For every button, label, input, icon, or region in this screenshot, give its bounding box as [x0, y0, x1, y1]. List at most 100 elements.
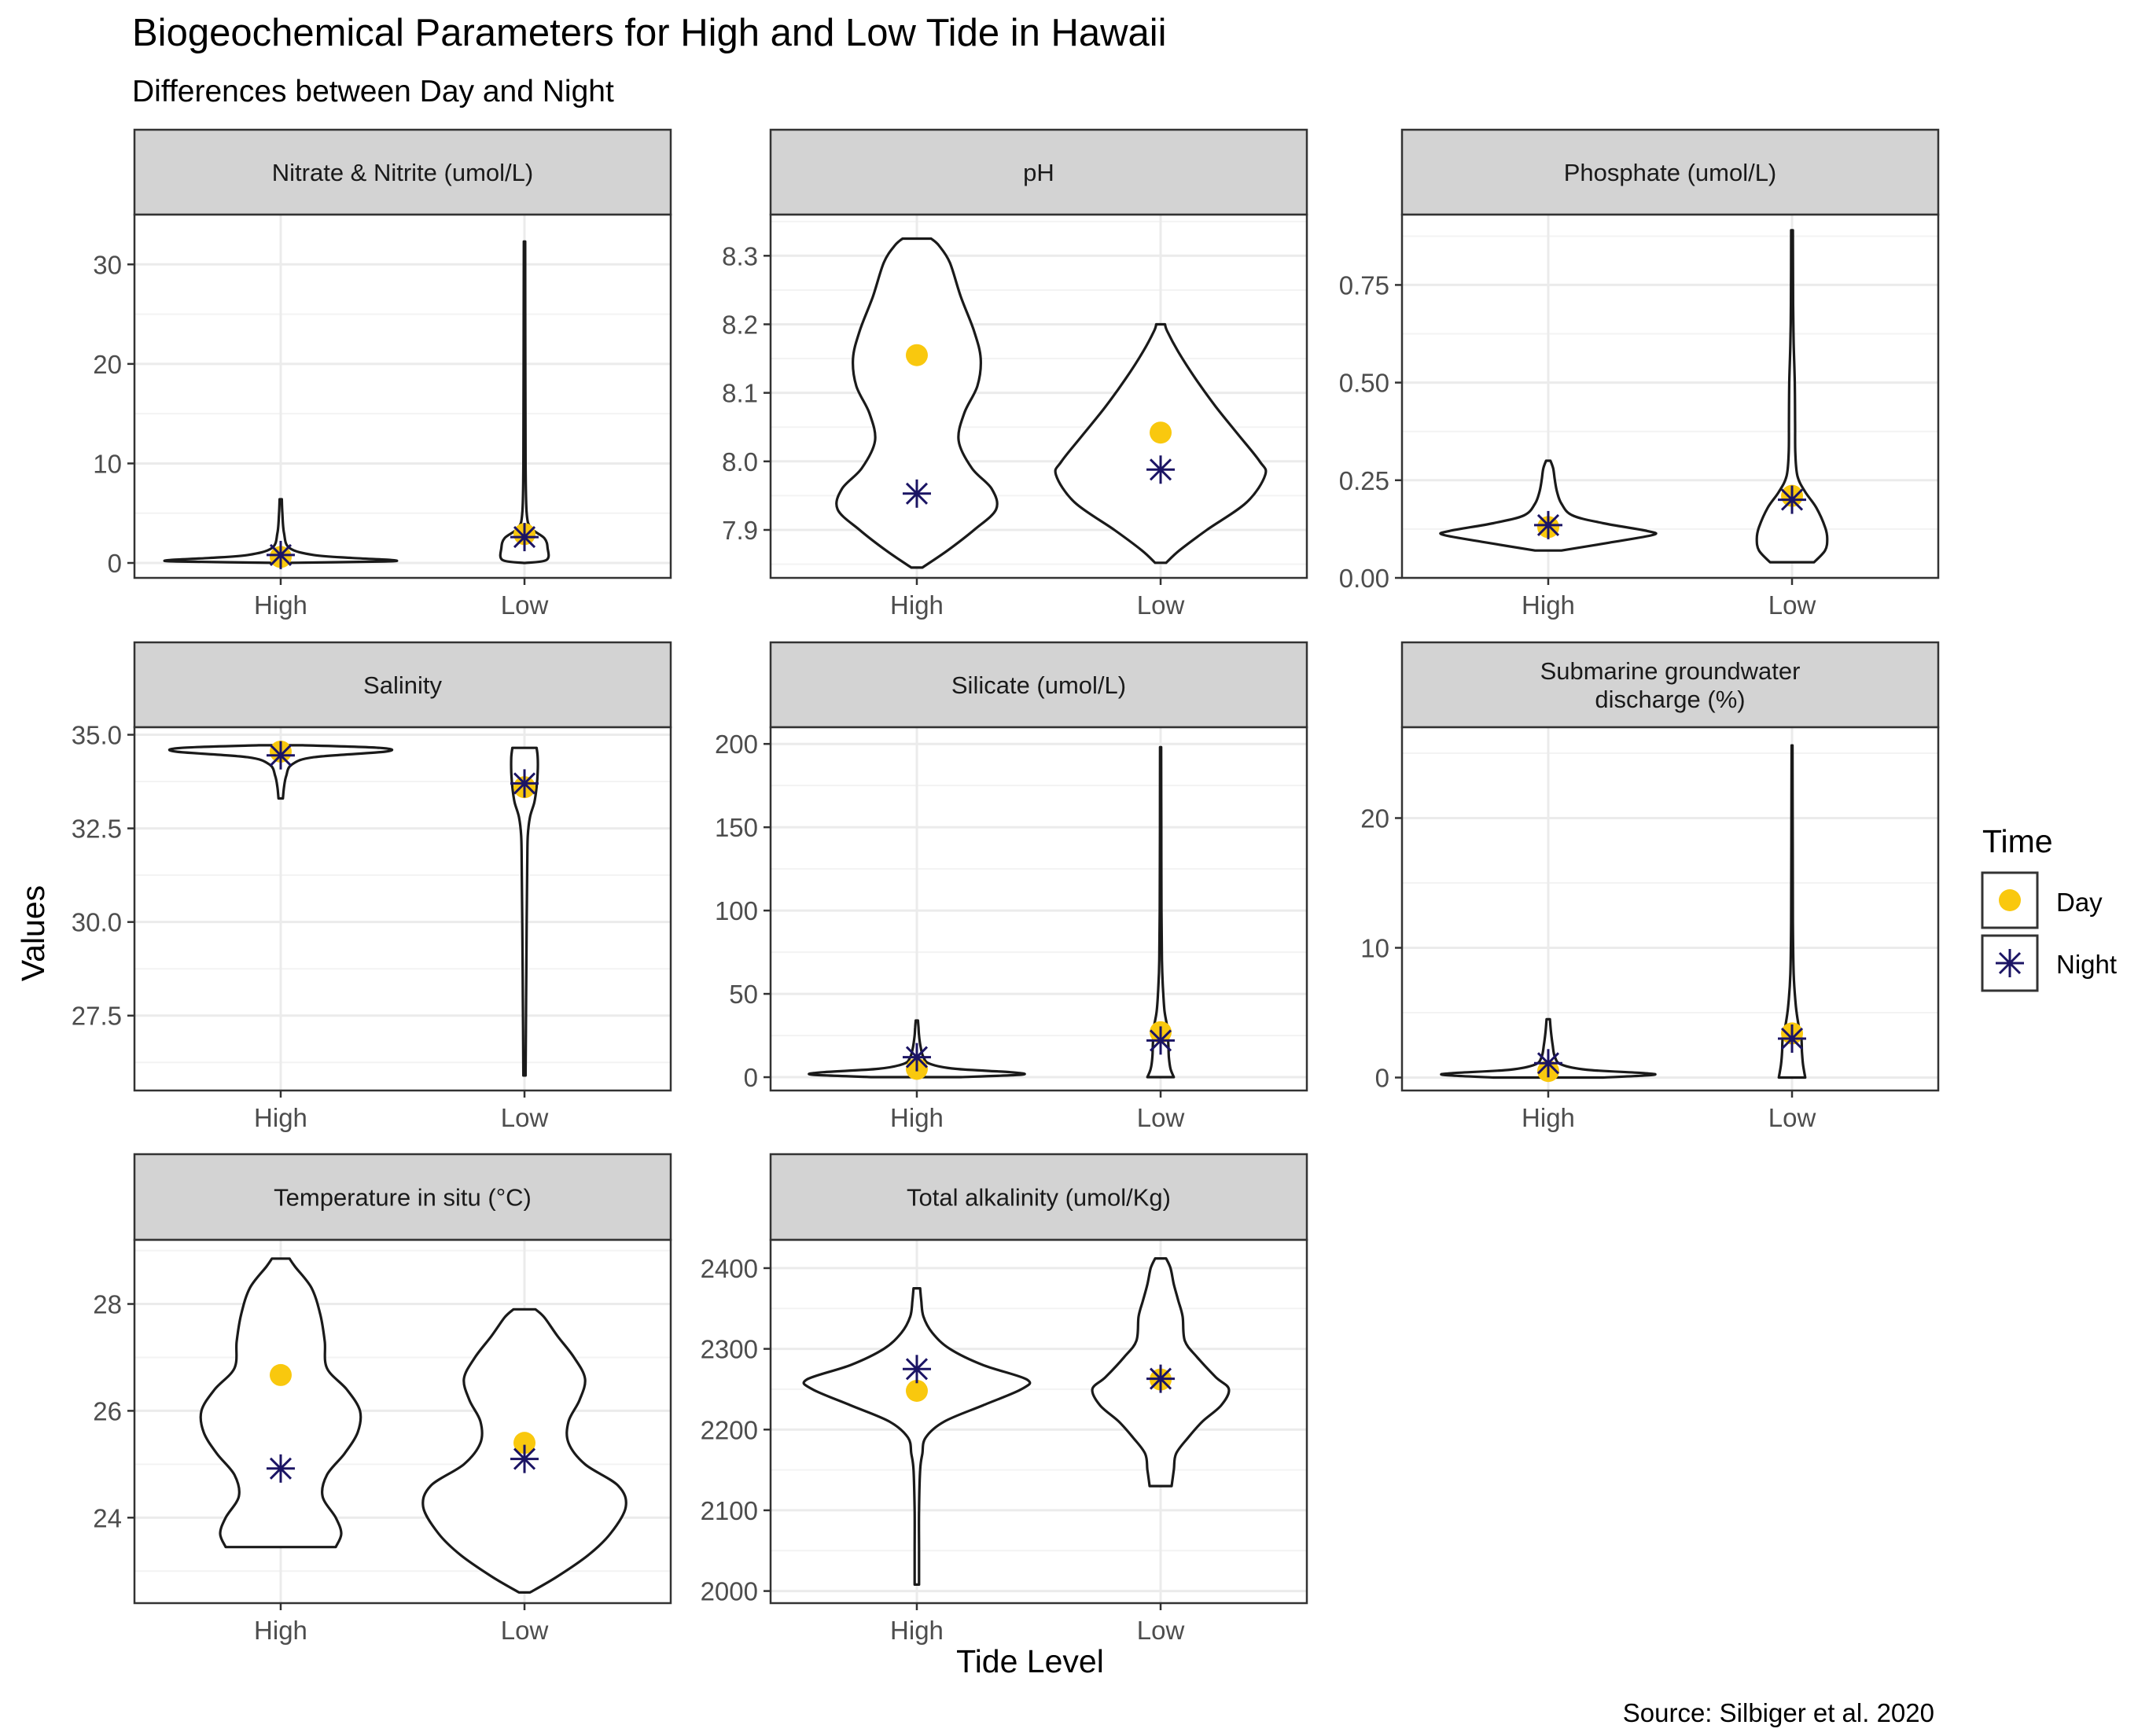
y-tick-label: 10 — [1360, 934, 1389, 963]
y-tick-label: 26 — [93, 1396, 122, 1425]
y-tick-label: 7.9 — [722, 516, 758, 545]
panel-7: Total alkalinity (umol/Kg) 2000 2100 2200 23… — [701, 1153, 1308, 1645]
day-point-low — [1150, 421, 1172, 444]
asterisk-stroke — [1149, 1029, 1172, 1052]
y-tick-label: 20 — [93, 350, 122, 379]
legend-label-night: Night — [2056, 950, 2117, 979]
y-tick-label: 8.2 — [722, 310, 758, 339]
night-point-high — [902, 1355, 931, 1384]
night-point-high — [266, 741, 295, 770]
y-tick-label: 28 — [93, 1290, 122, 1319]
x-tick-label: Low — [501, 590, 549, 620]
y-tick-label: 0 — [1375, 1064, 1389, 1093]
panel-2: Phosphate (umol/L) 0.00 0.25 0.50 0.75 High Lo… — [1339, 128, 1940, 620]
night-point-low — [1778, 485, 1807, 514]
asterisk-stroke — [905, 482, 929, 505]
facet-strip — [133, 1153, 672, 1241]
y-tick-label: 27.5 — [72, 1002, 122, 1031]
x-tick-label: High — [890, 590, 944, 620]
x-tick-label: Low — [501, 1103, 549, 1132]
panel-border — [133, 1238, 672, 1605]
legend: Time Day Night — [1981, 823, 2117, 992]
x-tick-label: Low — [1768, 1103, 1816, 1132]
x-tick-label: High — [254, 1616, 307, 1645]
asterisk-stroke — [905, 1046, 929, 1068]
y-tick-label: 8.1 — [722, 379, 758, 408]
asterisk-stroke — [1149, 458, 1172, 481]
night-point-low — [510, 1444, 539, 1473]
panel-border — [769, 213, 1308, 579]
x-tick-label: Low — [1768, 590, 1816, 620]
legend-day-dot — [1999, 889, 2021, 911]
x-tick-label: High — [254, 590, 307, 620]
x-tick-label: Low — [1137, 590, 1185, 620]
facet-strip-label: Total alkalinity (umol/Kg) — [907, 1184, 1171, 1212]
night-point-low — [1146, 455, 1176, 484]
plot-background — [134, 727, 671, 1091]
asterisk-stroke — [1780, 488, 1804, 511]
day-point-low — [513, 1432, 536, 1455]
y-tick-label: 50 — [729, 980, 758, 1009]
y-tick-label: 2000 — [701, 1577, 758, 1606]
night-point-low — [510, 769, 539, 798]
panel-6: Temperature in situ (°C) 24 26 28 High Low — [93, 1153, 672, 1645]
violin-high — [199, 1257, 362, 1549]
day-point-high — [905, 344, 928, 366]
facet-strip — [1400, 641, 1940, 729]
panel-border — [133, 213, 672, 579]
source-caption: Source: Silbiger et al. 2020 — [1623, 1698, 1934, 1727]
y-tick-label: 200 — [715, 730, 758, 759]
y-tick-label: 150 — [715, 813, 758, 842]
violin-high — [1440, 1017, 1657, 1079]
facet-strip-label: Silicate (umol/L) — [951, 671, 1126, 699]
y-tick-label: 2400 — [701, 1254, 758, 1283]
panel-4: Silicate (umol/L) 0 50 100 150 200 High Low — [715, 641, 1308, 1132]
night-point-low — [510, 523, 539, 552]
violin-high — [802, 1287, 1032, 1586]
asterisk-stroke — [269, 1457, 293, 1480]
panel-border — [1400, 213, 1940, 579]
x-tick-label: High — [254, 1103, 307, 1132]
y-tick-label: 2200 — [701, 1415, 758, 1444]
legend-title: Time — [1982, 823, 2053, 859]
day-point-high — [905, 1379, 928, 1402]
asterisk-stroke — [1780, 1027, 1804, 1050]
asterisk-stroke — [513, 772, 536, 795]
y-tick-label: 0 — [108, 549, 122, 578]
night-point-high — [1533, 510, 1562, 539]
facet-strip — [769, 1153, 1308, 1241]
asterisk-stroke — [513, 526, 536, 549]
x-tick-label: High — [1522, 1103, 1575, 1132]
violin-low — [1755, 229, 1829, 564]
legend-key-night — [1981, 934, 2039, 992]
x-axis-label: Tide Level — [956, 1643, 1104, 1679]
legend-night-asterisk — [1996, 949, 2024, 977]
chart-title: Biogeochemical Parameters for High and L… — [132, 12, 1167, 54]
y-tick-label: 32.5 — [72, 815, 122, 844]
violin-high — [163, 498, 399, 565]
y-axis-label: Values — [15, 885, 51, 981]
night-point-high — [266, 1454, 295, 1483]
facet-strip-label: Submarine groundwater — [1540, 657, 1801, 685]
y-tick-label: 2100 — [701, 1496, 758, 1525]
panel-border — [769, 726, 1308, 1092]
x-tick-label: High — [890, 1616, 944, 1645]
plot-background — [1402, 727, 1938, 1091]
panel-border — [769, 1238, 1308, 1605]
plot-background — [1402, 215, 1938, 578]
facet-strip — [1400, 128, 1940, 216]
panel-3: Salinity 27.5 30.0 32.5 35.0 High Low — [72, 641, 672, 1132]
facet-strip-label: Salinity — [363, 671, 442, 699]
y-tick-label: 30 — [93, 250, 122, 279]
y-tick-label: 24 — [93, 1503, 122, 1532]
night-point-high — [902, 479, 931, 508]
x-tick-label: Low — [1137, 1616, 1185, 1645]
chart-subtitle: Differences between Day and Night — [132, 75, 614, 108]
x-tick-label: Low — [1137, 1103, 1185, 1132]
plot-background — [134, 215, 671, 578]
y-tick-label: 0 — [744, 1063, 758, 1092]
night-point-high — [902, 1043, 931, 1072]
night-point-low — [1146, 1026, 1176, 1055]
panel-0: Nitrate & Nitrite (umol/L) 0 10 20 30 High Low — [93, 128, 672, 620]
